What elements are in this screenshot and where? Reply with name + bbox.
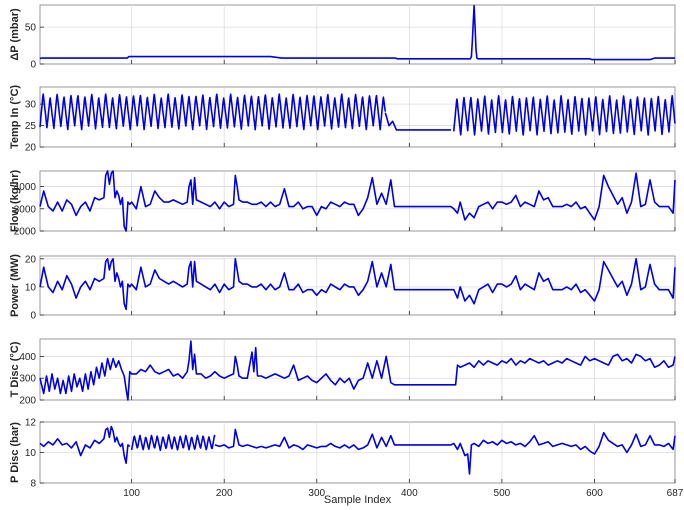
data-line bbox=[130, 434, 216, 452]
y-tick-label: 8 bbox=[30, 479, 36, 490]
y-tick-label: 4000 bbox=[14, 182, 37, 193]
y-axis-label: T Disc (°C) bbox=[9, 341, 21, 397]
data-line bbox=[453, 95, 676, 136]
x-tick-label: 687 bbox=[667, 488, 684, 499]
plot-area bbox=[39, 255, 676, 316]
y-tick-label: 50 bbox=[25, 23, 37, 34]
x-axis-label: Sample Index bbox=[324, 494, 392, 506]
y-tick-label: 0 bbox=[30, 60, 36, 71]
x-tick-label: 300 bbox=[308, 488, 325, 499]
data-line bbox=[39, 425, 131, 464]
data-line bbox=[39, 93, 387, 131]
y-tick-label: 20 bbox=[25, 143, 37, 154]
x-tick-label: 500 bbox=[494, 488, 511, 499]
y-tick-label: 12 bbox=[25, 418, 37, 429]
panel-6: 8 10 12 P Disc (bar) 100 200 300 400 500 600 687 Sa… bbox=[9, 418, 684, 507]
data-line bbox=[39, 258, 676, 311]
y-tick-label: 0 bbox=[30, 311, 36, 322]
x-tick-label: 600 bbox=[586, 488, 603, 499]
y-tick-label: 20 bbox=[25, 254, 37, 265]
x-tick-label: 400 bbox=[401, 488, 418, 499]
plot-area bbox=[39, 170, 676, 232]
data-line bbox=[214, 428, 676, 475]
y-tick-label: 30 bbox=[25, 100, 37, 111]
y-axis-label: P Disc (bar) bbox=[9, 422, 21, 483]
panel-4: 0 10 20 Power (MW) bbox=[9, 254, 676, 322]
y-tick-label: 10 bbox=[25, 448, 37, 459]
y-tick-label: 10 bbox=[25, 282, 37, 293]
y-axis-label: Power (MW) bbox=[9, 254, 21, 317]
y-tick-label: 2000 bbox=[14, 227, 37, 238]
data-line bbox=[39, 4, 675, 61]
panel-2: 20 25 30 Temp In (°C) bbox=[9, 85, 676, 154]
panel-1: 0 50 ΔP (mbar) bbox=[9, 4, 676, 71]
y-axis-label: Flow (kg/hr) bbox=[9, 170, 21, 233]
data-line bbox=[39, 170, 676, 232]
y-axis-label: Temp In (°C) bbox=[9, 85, 21, 149]
y-tick-label: 3000 bbox=[14, 204, 37, 215]
y-tick-label: 25 bbox=[25, 121, 37, 132]
x-tick-label: 200 bbox=[216, 488, 233, 499]
y-tick-label: 300 bbox=[19, 374, 36, 385]
data-line bbox=[384, 112, 451, 131]
y-axis-label: ΔP (mbar) bbox=[9, 8, 21, 61]
plot-area bbox=[39, 338, 676, 401]
y-tick-label: 200 bbox=[19, 396, 36, 407]
y-tick-label: 400 bbox=[19, 352, 36, 363]
data-line bbox=[39, 340, 676, 401]
plot-area bbox=[39, 4, 676, 65]
x-tick-label: 100 bbox=[123, 488, 140, 499]
